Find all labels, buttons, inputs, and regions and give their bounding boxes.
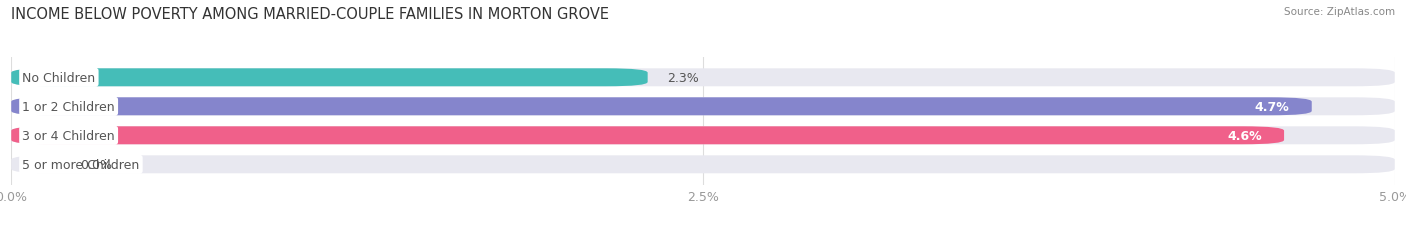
Text: Source: ZipAtlas.com: Source: ZipAtlas.com xyxy=(1284,7,1395,17)
Text: 0.0%: 0.0% xyxy=(80,158,112,171)
Text: 4.7%: 4.7% xyxy=(1256,100,1289,113)
FancyBboxPatch shape xyxy=(11,127,1395,145)
FancyBboxPatch shape xyxy=(11,69,648,87)
Text: 4.6%: 4.6% xyxy=(1227,129,1263,142)
FancyBboxPatch shape xyxy=(11,98,1395,116)
FancyBboxPatch shape xyxy=(11,127,1284,145)
Text: INCOME BELOW POVERTY AMONG MARRIED-COUPLE FAMILIES IN MORTON GROVE: INCOME BELOW POVERTY AMONG MARRIED-COUPL… xyxy=(11,7,609,22)
Text: 2.3%: 2.3% xyxy=(666,71,699,85)
Text: No Children: No Children xyxy=(22,71,96,85)
Text: 3 or 4 Children: 3 or 4 Children xyxy=(22,129,115,142)
Text: 5 or more Children: 5 or more Children xyxy=(22,158,139,171)
Text: 1 or 2 Children: 1 or 2 Children xyxy=(22,100,115,113)
FancyBboxPatch shape xyxy=(11,156,1395,173)
FancyBboxPatch shape xyxy=(11,98,1312,116)
FancyBboxPatch shape xyxy=(11,69,1395,87)
